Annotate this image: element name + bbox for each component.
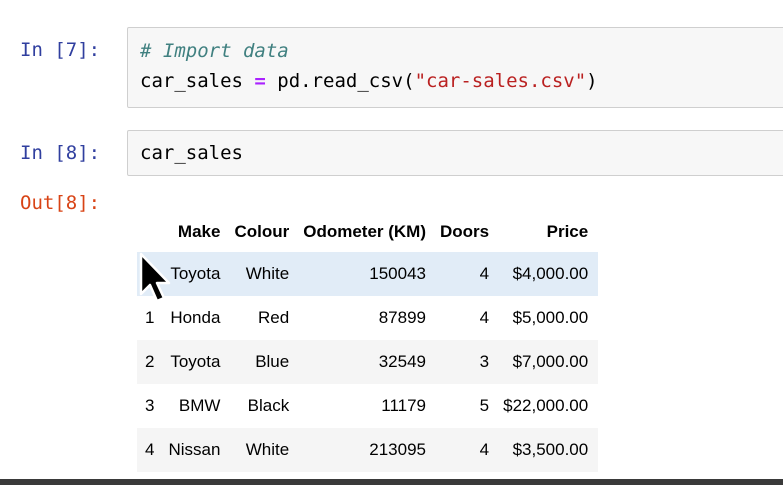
mouse-pointer-icon bbox=[139, 252, 171, 303]
code-line-read-csv: car_sales = pd.read_csv("car-sales.csv") bbox=[140, 68, 598, 94]
cell-colour: White bbox=[245, 440, 290, 459]
cell-price: $4,000.00 bbox=[512, 264, 589, 283]
cell-make: BMW bbox=[178, 396, 221, 415]
input-prompt-7: In [7]: bbox=[20, 39, 101, 61]
table-row: 2 Toyota Blue 32549 3 $7,000.00 bbox=[137, 340, 599, 384]
cell-make: Toyota bbox=[170, 264, 221, 283]
cell-odometer: 150043 bbox=[369, 264, 426, 283]
cell-colour: Black bbox=[247, 396, 290, 415]
row-index: 2 bbox=[145, 352, 155, 371]
code-cell-8[interactable]: car_sales bbox=[127, 130, 783, 176]
cell-doors: 4 bbox=[479, 264, 490, 283]
code-string: "car-sales.csv" bbox=[414, 70, 587, 92]
code-close-paren: ) bbox=[586, 70, 598, 92]
header-doors: Doors bbox=[440, 222, 490, 241]
cell-doors: 4 bbox=[479, 440, 490, 459]
header-index bbox=[137, 212, 154, 252]
code-function-call: pd.read_csv( bbox=[265, 70, 415, 92]
cell-doors: 3 bbox=[479, 352, 490, 371]
table-row: 3 BMW Black 11179 5 $22,000.00 bbox=[137, 384, 598, 428]
cell-doors: 5 bbox=[479, 396, 490, 415]
code-variable: car_sales bbox=[140, 70, 255, 92]
output-prompt-8: Out[8]: bbox=[20, 192, 101, 214]
cell-make: Toyota bbox=[170, 352, 221, 371]
code-operator: = bbox=[254, 70, 266, 92]
code-line-car-sales: car_sales bbox=[140, 142, 243, 164]
row-index: 1 bbox=[145, 308, 155, 327]
table-header-row: Make Colour Odometer (KM) Doors Price bbox=[137, 212, 598, 252]
cell-price: $7,000.00 bbox=[512, 352, 589, 371]
bottom-edge-bar bbox=[0, 479, 783, 485]
cell-make: Honda bbox=[170, 308, 221, 327]
cell-odometer: 32549 bbox=[378, 352, 426, 371]
cell-price: $3,500.00 bbox=[512, 440, 589, 459]
cell-colour: Blue bbox=[255, 352, 290, 371]
cell-odometer: 87899 bbox=[378, 308, 426, 327]
header-colour: Colour bbox=[234, 222, 290, 241]
row-index: 3 bbox=[145, 396, 155, 415]
header-odometer: Odometer (KM) bbox=[303, 222, 426, 241]
cell-colour: Red bbox=[258, 308, 290, 327]
cell-make: Nissan bbox=[168, 440, 221, 459]
table-row: 1 Honda Red 87899 4 $5,000.00 bbox=[137, 296, 598, 340]
header-price: Price bbox=[546, 222, 589, 241]
cell-odometer: 213095 bbox=[369, 440, 426, 459]
header-make: Make bbox=[177, 222, 221, 241]
code-comment: # Import data bbox=[140, 40, 289, 62]
table-row: 4 Nissan White 213095 4 $3,500.00 bbox=[137, 428, 599, 472]
cell-doors: 4 bbox=[479, 308, 490, 327]
cell-price: $5,000.00 bbox=[512, 308, 589, 327]
input-prompt-8: In [8]: bbox=[20, 142, 101, 164]
table-row: 0 Toyota White 150043 4 $4,000.00 bbox=[137, 252, 599, 296]
cell-odometer: 11179 bbox=[381, 396, 426, 415]
row-index: 4 bbox=[145, 440, 155, 459]
cell-price: $22,000.00 bbox=[503, 396, 589, 415]
cell-colour: White bbox=[245, 264, 290, 283]
code-cell-7[interactable]: # Import data car_sales = pd.read_csv("c… bbox=[127, 27, 783, 108]
dataframe-table: Make Colour Odometer (KM) Doors Price 0 … bbox=[137, 212, 599, 472]
